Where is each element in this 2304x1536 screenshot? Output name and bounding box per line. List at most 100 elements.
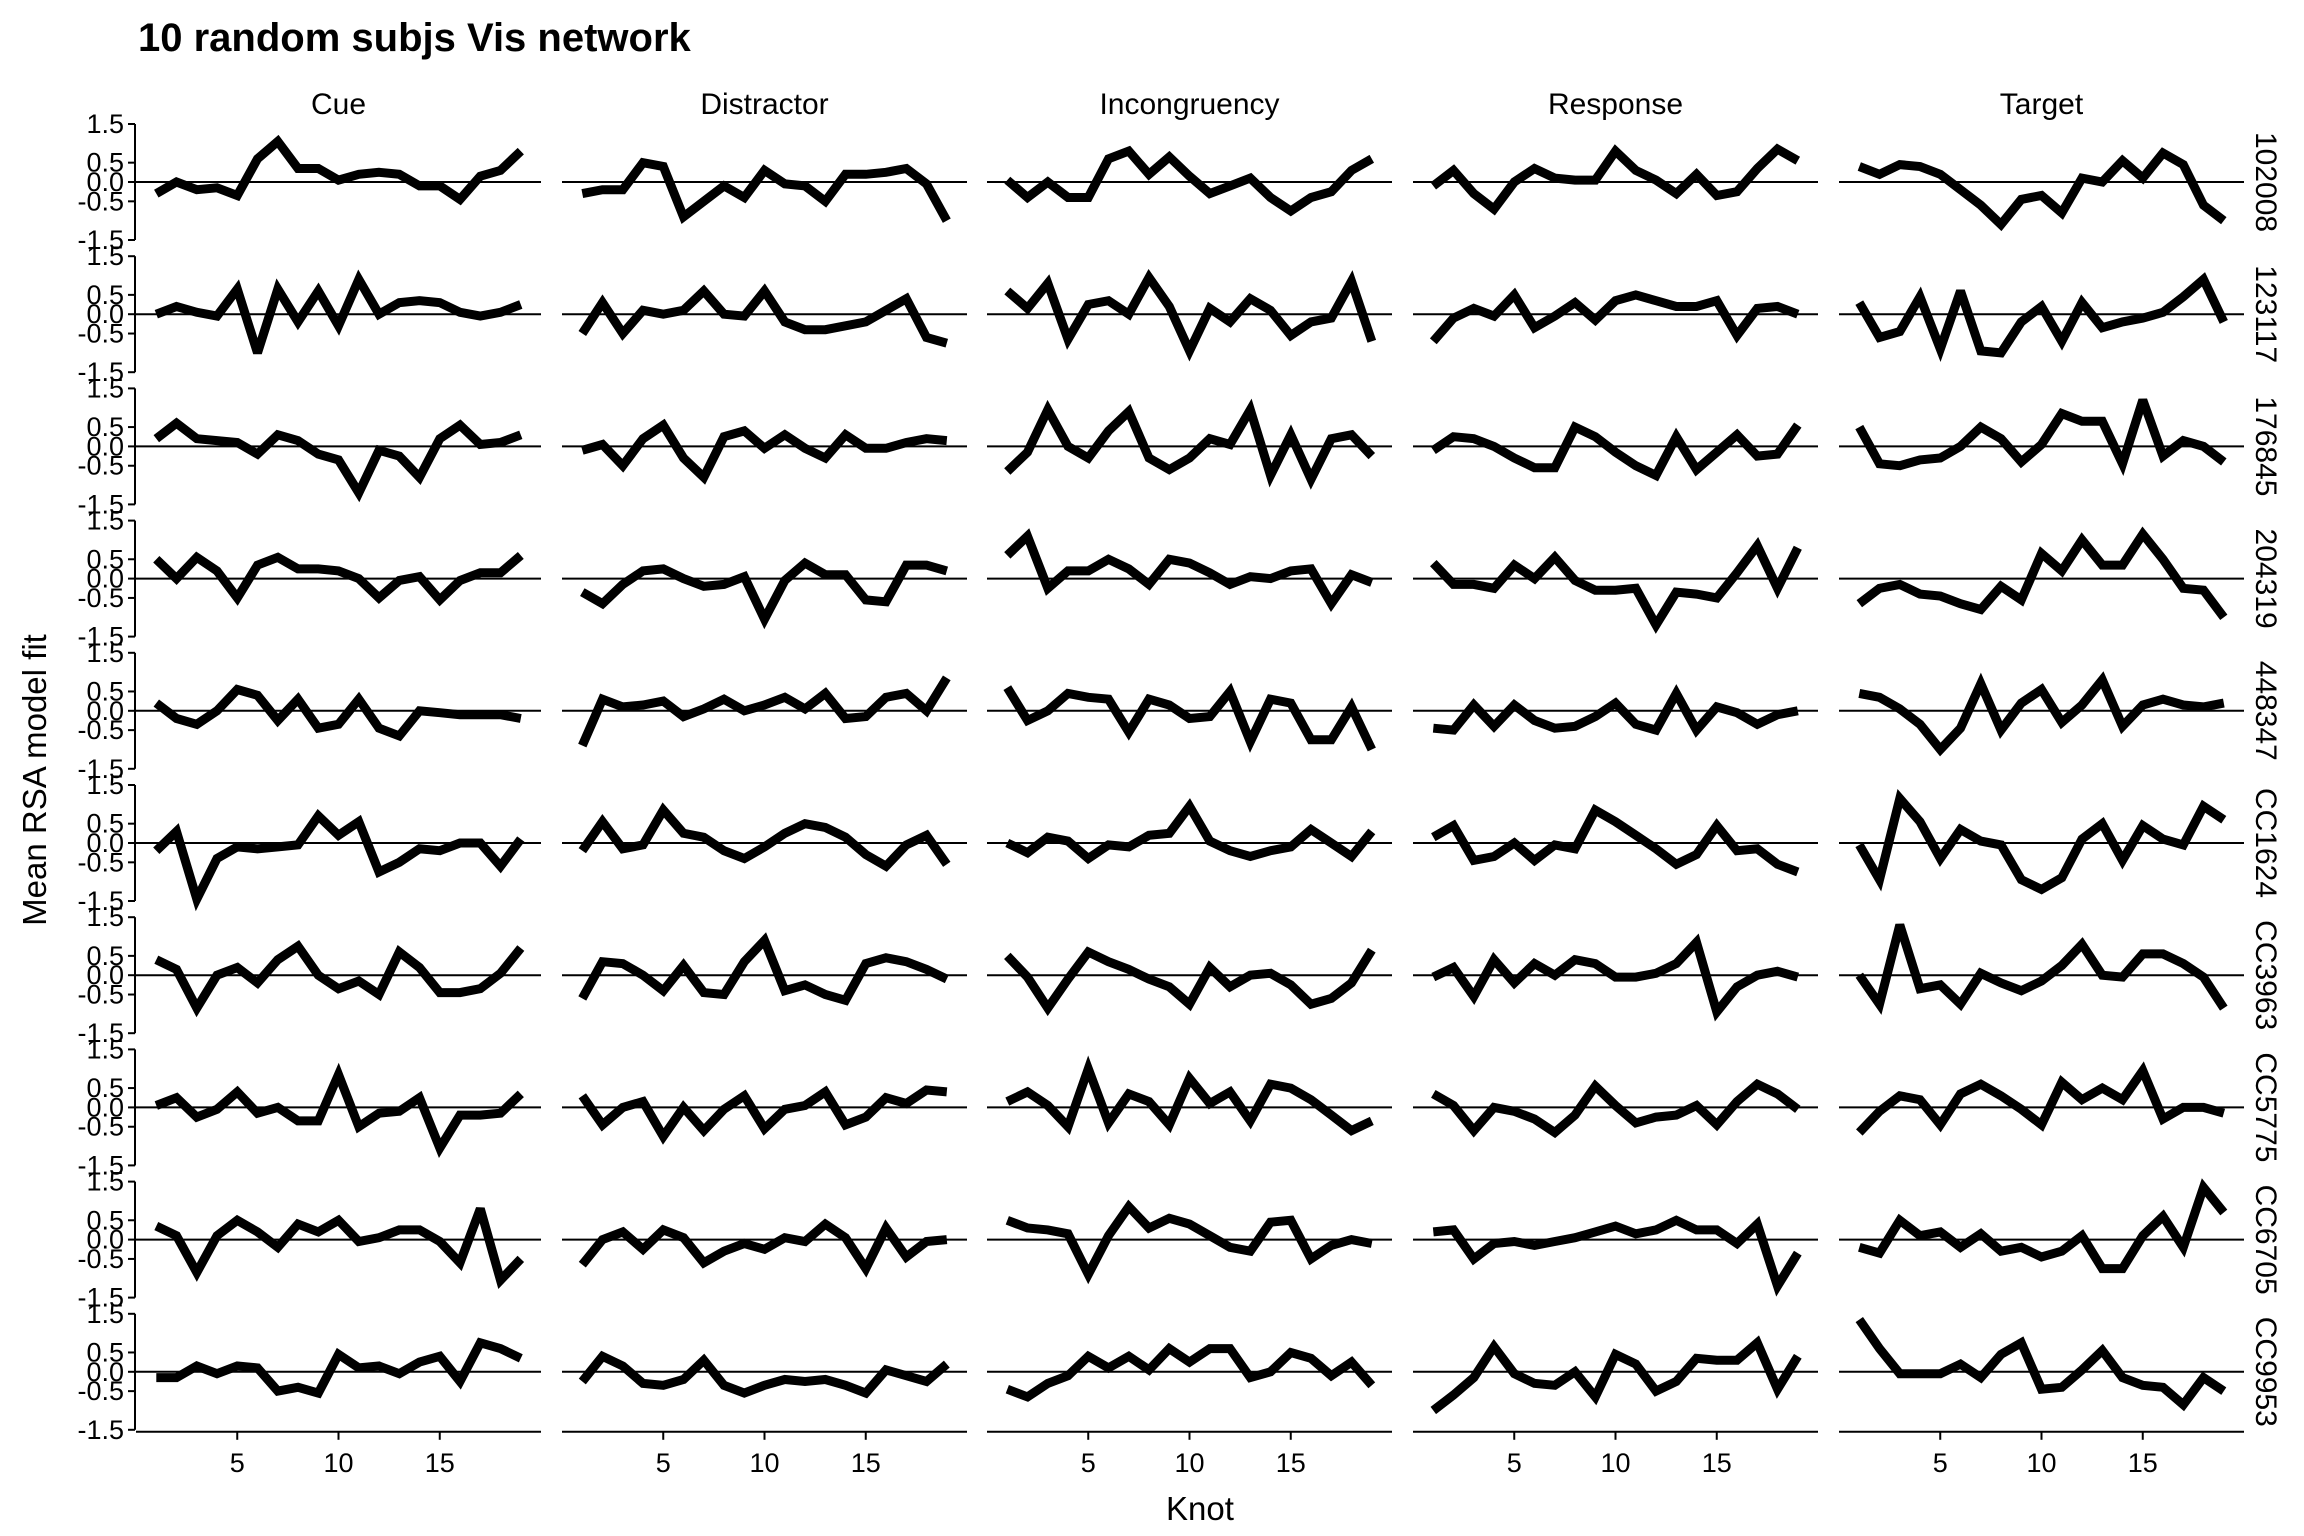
row-strip-label: 123117 [2249,265,2282,363]
series-line [1431,803,1800,877]
x-tick-label: 5 [1933,1448,1948,1478]
y-tick-label: 0.0 [86,1092,124,1122]
y-tick-label: 0.5 [86,544,124,574]
y-tick-label: 0.0 [86,828,124,858]
y-tick-label: 1.5 [86,109,124,139]
y-tick-label: 0.0 [86,696,124,726]
y-tick-label: 1.5 [86,241,124,271]
y-tick-label: 0.5 [86,148,124,178]
series-line [578,1085,948,1145]
y-tick-label: 0.0 [86,299,124,329]
series-line [1005,798,1376,865]
series-line [1855,272,2228,363]
series-line [1855,923,2228,1015]
series-line [578,1218,948,1278]
y-tick-label: 0.5 [86,412,124,442]
y-tick-label: -0.5 [77,451,124,481]
y-tick-label: -1.5 [77,1283,124,1313]
y-tick-label: 0.0 [86,960,124,990]
y-tick-label: 0.5 [86,809,124,839]
series-line [1004,946,1376,1017]
y-tick-label: -0.5 [77,1376,124,1406]
series-line [1430,537,1802,634]
y-tick-label: -1.5 [77,886,124,916]
y-tick-label: 0.5 [86,280,124,310]
series-line [1430,143,1801,216]
x-axis-label: Knot [1166,1490,1234,1527]
series-line [1858,1178,2228,1274]
y-tick-label: 1.5 [86,638,124,668]
series-line [1431,933,1800,1022]
series-line [578,1350,950,1399]
series-line [154,1207,525,1290]
chart-title: 10 random subjs Vis network [138,16,692,60]
series-line [1856,1061,2226,1136]
x-tick-label: 10 [1174,1448,1204,1478]
y-tick-label: 0.5 [86,1205,124,1235]
y-tick-label: -1.5 [77,489,124,519]
series-line [578,283,949,348]
row-strip-label: 448347 [2249,661,2282,761]
series-line [1429,287,1800,345]
series-line [153,684,522,742]
series-line [1432,1215,1802,1297]
series-line [1005,1055,1374,1136]
series-line [1857,147,2227,232]
y-tick-label: -0.5 [77,1244,124,1274]
series-line [1855,1317,2227,1412]
y-tick-label: 0.0 [86,167,124,197]
row-strip-label: CC6705 [2249,1185,2282,1295]
x-tick-label: 15 [2128,1448,2158,1478]
row-strip-label: 204319 [2249,529,2282,629]
y-tick-label: 1.5 [86,1167,124,1197]
y-tick-label: -0.5 [77,186,124,216]
y-tick-label: -1.5 [77,754,124,784]
y-tick-label: 1.5 [86,506,124,536]
series-line [1856,526,2228,620]
column-strip-label: Cue [311,88,366,121]
y-tick-label: 0.0 [86,1357,124,1387]
series-line [578,802,951,872]
x-tick-label: 5 [230,1448,245,1478]
series-line [154,269,523,355]
y-tick-label: -1.5 [77,1415,124,1445]
series-line [1430,421,1802,482]
y-tick-label: -1.5 [77,357,124,387]
series-line [1432,684,1799,738]
y-tick-label: 1.5 [86,770,124,800]
y-tick-label: -0.5 [77,715,124,745]
row-strip-label: 102008 [2249,132,2282,232]
y-tick-label: -0.5 [77,583,124,613]
column-strip-label: Incongruency [1099,88,1279,121]
series-line [1855,398,2227,477]
y-tick-label: -1.5 [77,1018,124,1048]
series-line [580,557,949,630]
series-line [154,134,524,206]
series-line [578,675,951,748]
x-tick-label: 10 [2026,1448,2056,1478]
x-tick-label: 5 [1081,1448,1096,1478]
series-line [154,1062,524,1158]
series-line [154,940,525,1018]
series-line [1004,528,1374,613]
y-tick-label: 1.5 [86,902,124,932]
series-line [1431,1078,1801,1139]
x-tick-label: 10 [323,1448,353,1478]
y-tick-label: -1.5 [77,1150,124,1180]
y-tick-label: 0.0 [86,431,124,461]
y-tick-label: 0.5 [86,941,124,971]
x-tick-label: 15 [425,1448,455,1478]
row-strip-label: 176845 [2249,396,2282,496]
column-strip-label: Response [1548,88,1683,121]
y-tick-label: -1.5 [77,622,124,652]
series-line [1005,1199,1373,1285]
y-tick-label: -0.5 [77,980,124,1010]
row-strip-label: CC5775 [2249,1052,2282,1162]
x-tick-label: 15 [1276,1448,1306,1478]
series-line [153,417,523,503]
y-tick-label: -1.5 [77,225,124,255]
series-line [1004,398,1376,490]
y-tick-label: 1.5 [86,1299,124,1329]
series-line [1430,1335,1802,1415]
y-tick-label: 0.0 [86,1225,124,1255]
